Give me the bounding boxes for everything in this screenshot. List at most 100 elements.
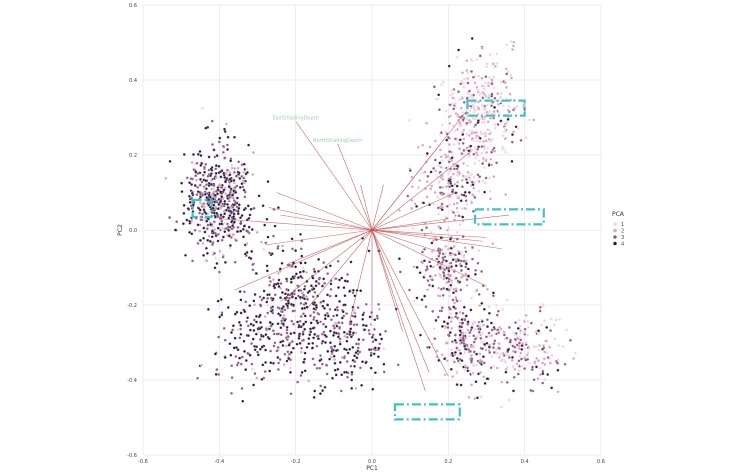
scatter-point [229,235,233,239]
scatter-point [535,356,539,360]
scatter-point [220,185,224,189]
scatter-point [286,350,290,354]
scatter-point [441,324,444,328]
legend-marker [612,221,618,227]
scatter-point [445,287,449,291]
scatter-point [253,372,257,376]
scatter-point [220,222,224,226]
scatter-point [435,257,439,261]
scatter-point [252,206,256,210]
scatter-point [459,124,463,128]
scatter-point [227,234,231,238]
loading-vector [337,143,373,231]
scatter-point [475,134,479,138]
scatter-point [204,126,208,130]
scatter-point [201,106,204,110]
scatter-point [302,303,306,306]
scatter-point [507,326,511,329]
scatter-point [478,54,482,58]
scatter-point [250,367,254,371]
scatter-point [265,217,269,221]
scatter-point [234,190,238,194]
scatter-point [455,237,459,241]
scatter-point [239,220,243,224]
scatter-point [445,359,449,363]
scatter-point [187,194,191,198]
scatter-point [450,156,454,160]
scatter-point [423,247,426,251]
scatter-point [235,310,239,314]
scatter-point [299,325,303,329]
scatter-point [490,163,494,167]
scatter-point [448,103,452,107]
scatter-point [433,158,437,162]
scatter-point [313,290,317,294]
scatter-point [457,214,461,218]
scatter-point [313,389,317,393]
scatter-point [523,367,527,371]
scatter-point [451,188,455,192]
scatter-point [221,150,225,154]
scatter-point [444,281,448,285]
scatter-point [436,97,440,101]
scatter-point [517,335,521,339]
scatter-point [213,231,217,235]
scatter-point [444,215,448,219]
scatter-point [513,350,517,354]
scatter-point [289,350,293,354]
scatter-point [276,368,280,371]
scatter-point [498,326,502,329]
scatter-point [312,267,316,271]
scatter-point [493,123,497,127]
scatter-point [216,299,220,303]
scatter-point [477,189,481,193]
scatter-point [489,102,493,106]
y-tick-label: 0.4 [129,78,137,84]
scatter-point [201,212,204,216]
scatter-point [433,337,437,341]
scatter-point [450,209,454,213]
scatter-point [481,157,485,160]
scatter-point [455,167,459,171]
scatter-point [228,342,232,346]
scatter-point [491,242,495,246]
scatter-point [453,253,457,257]
scatter-point [500,380,504,384]
scatter-point [349,335,353,339]
scatter-point [464,199,468,203]
scatter-point [336,308,340,312]
scatter-point [214,164,218,168]
scatter-point [208,239,212,243]
scatter-point [520,364,524,368]
scatter-point [477,145,481,149]
scatter-point [198,229,202,233]
scatter-point [318,359,322,363]
scatter-point [214,372,218,376]
scatter-point [558,318,562,321]
scatter-point [481,162,485,166]
scatter-point [198,211,202,215]
scatter-point [493,96,497,100]
scatter-point [461,71,464,75]
scatter-point [452,245,456,249]
scatter-point [240,387,244,390]
scatter-point [337,286,340,289]
scatter-point [440,83,444,87]
scatter-point [335,313,339,317]
scatter-point [291,309,295,313]
scatter-point [243,174,246,178]
scatter-point [299,315,303,318]
scatter-point [541,381,545,385]
scatter-point [458,329,462,333]
scatter-point [516,126,520,130]
scatter-point [319,300,323,304]
scatter-point [505,298,509,302]
scatter-point [199,218,203,222]
scatter-point [313,270,317,274]
scatter-point [469,308,473,312]
scatter-point [458,262,462,266]
scatter-point [448,294,452,298]
scatter-point [503,126,507,130]
scatter-point [190,232,194,236]
scatter-point [258,347,262,351]
